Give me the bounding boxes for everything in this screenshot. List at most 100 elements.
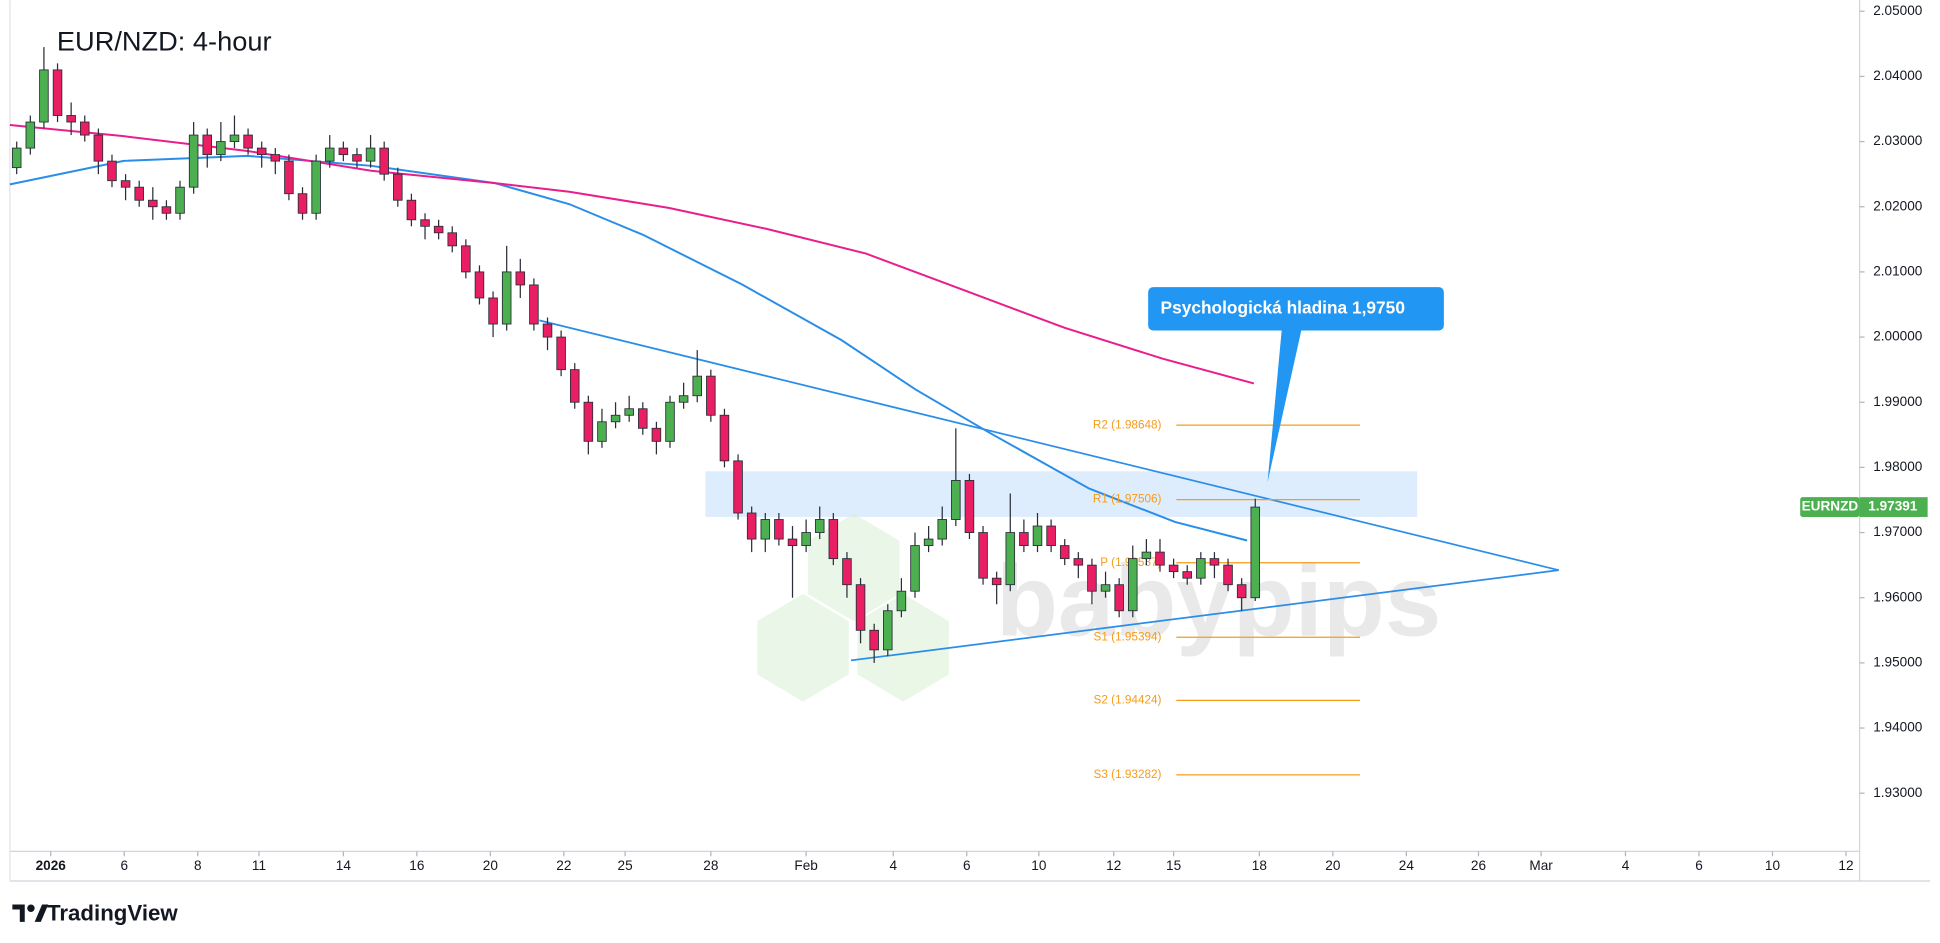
- candle-body: [951, 479, 961, 520]
- x-tick-label: 25: [618, 858, 633, 873]
- y-tick-label: 1.94000: [1873, 720, 1923, 735]
- candle-body: [760, 519, 771, 540]
- candle-body: [814, 519, 825, 533]
- y-tick-label: 2.05000: [1873, 3, 1923, 18]
- candle-body: [120, 180, 131, 188]
- symbol-label: EURNZD: [1802, 499, 1859, 514]
- x-tick-label: 4: [1622, 858, 1630, 873]
- hexagon: [757, 593, 849, 702]
- x-tick-label: 10: [1031, 858, 1047, 873]
- y-tick-label: 1.99000: [1873, 394, 1923, 409]
- candle-body: [638, 408, 648, 429]
- candle-body: [896, 590, 907, 612]
- candle-body: [923, 538, 934, 547]
- y-tick-label: 2.00000: [1873, 329, 1923, 344]
- candle-body: [1141, 551, 1152, 560]
- x-tick-label: 4: [889, 858, 897, 873]
- candle-body: [774, 519, 784, 540]
- y-tick-label: 1.93000: [1873, 785, 1923, 800]
- x-tick-label: 26: [1471, 858, 1486, 873]
- x-tick-label: 24: [1399, 858, 1415, 873]
- candle-body: [433, 225, 444, 234]
- candle-body: [1250, 506, 1261, 599]
- candle-body: [11, 147, 22, 169]
- x-tick-label: 18: [1252, 858, 1267, 873]
- price-tag: [1859, 497, 1928, 517]
- candle-body: [542, 323, 553, 338]
- candle-body: [461, 245, 471, 273]
- candle-body: [188, 134, 199, 188]
- candle-body: [1223, 564, 1233, 586]
- callout-box: [1148, 287, 1444, 331]
- x-tick-label: 28: [703, 858, 718, 873]
- overlays: R2 (1.98648)R1 (1.97506)P (1.96537)S1 (1…: [9, 47, 1559, 781]
- candle-body: [1155, 551, 1165, 566]
- candle-body: [1196, 558, 1206, 579]
- pivot-label: R2 (1.98648): [1093, 418, 1162, 431]
- x-tick-label: 20: [483, 858, 499, 873]
- candle-body: [678, 395, 689, 403]
- x-tick-label: 11: [252, 858, 266, 873]
- resistance-zone: [705, 471, 1418, 517]
- moving-average: [9, 124, 1255, 385]
- candle-body: [556, 336, 566, 371]
- candle-body: [610, 414, 621, 423]
- x-tick-label: 6: [1695, 858, 1703, 873]
- trendline: [850, 569, 1559, 662]
- candle-body: [529, 284, 539, 325]
- candle-body: [1087, 564, 1097, 592]
- candle-body: [270, 154, 281, 162]
- candle-body: [297, 193, 308, 214]
- candle-body: [39, 69, 49, 123]
- x-tick-label: 22: [556, 858, 571, 873]
- pivot-label: S3 (1.93282): [1094, 768, 1162, 781]
- plot: [705, 471, 1418, 517]
- candle-body: [202, 134, 213, 156]
- x-tick-label: 14: [336, 858, 352, 873]
- symbol-tag: [1800, 497, 1860, 517]
- candle-body: [583, 401, 594, 442]
- y-tick-label: 2.02000: [1873, 198, 1923, 213]
- candle-body: [1209, 558, 1220, 566]
- candle-body: [447, 232, 458, 247]
- logo-mark: [12, 904, 25, 922]
- x-tick-label: 10: [1765, 858, 1781, 873]
- x-tick-label: 6: [120, 858, 128, 873]
- candle-body: [1046, 525, 1056, 547]
- x-tick-label: 15: [1166, 858, 1181, 873]
- candle-body: [25, 121, 36, 149]
- candle-body: [216, 141, 226, 156]
- candle-body: [311, 160, 321, 214]
- y-tick-label: 1.95000: [1873, 654, 1923, 669]
- candle-body: [352, 154, 362, 162]
- y-tick-label: 2.04000: [1873, 68, 1923, 83]
- x-tick-label: 12: [1106, 858, 1121, 873]
- candle-body: [651, 427, 662, 442]
- price-label: 1.97391: [1868, 499, 1918, 514]
- candle-body: [134, 186, 144, 201]
- candle-body: [883, 610, 893, 651]
- candle-body: [597, 421, 607, 442]
- candle-body: [79, 121, 90, 136]
- logo-mark: [34, 904, 49, 922]
- candle-body: [978, 532, 988, 579]
- callout-text: Psychologická hladina 1,9750: [1161, 297, 1405, 317]
- x-tick-label: Mar: [1529, 858, 1553, 873]
- callout-pointer: [1267, 329, 1302, 483]
- x-tick-label: 16: [409, 858, 424, 873]
- y-tick-label: 2.03000: [1873, 133, 1923, 148]
- x-tick-label: 6: [963, 858, 971, 873]
- candle-body: [801, 532, 811, 547]
- candle-body: [991, 577, 1002, 586]
- x-tick-label: 8: [194, 858, 202, 873]
- candle-body: [284, 160, 294, 195]
- candle-body: [746, 512, 757, 540]
- pivot-label: R1 (1.97506): [1093, 493, 1162, 506]
- x-tick-label: 20: [1325, 858, 1341, 873]
- candle-body: [964, 479, 975, 533]
- y-tick-label: 1.97000: [1873, 524, 1923, 539]
- footer-logo: TradingView: [12, 900, 178, 925]
- candle-body: [515, 271, 526, 286]
- candle-body: [842, 558, 852, 586]
- candle-body: [393, 173, 403, 201]
